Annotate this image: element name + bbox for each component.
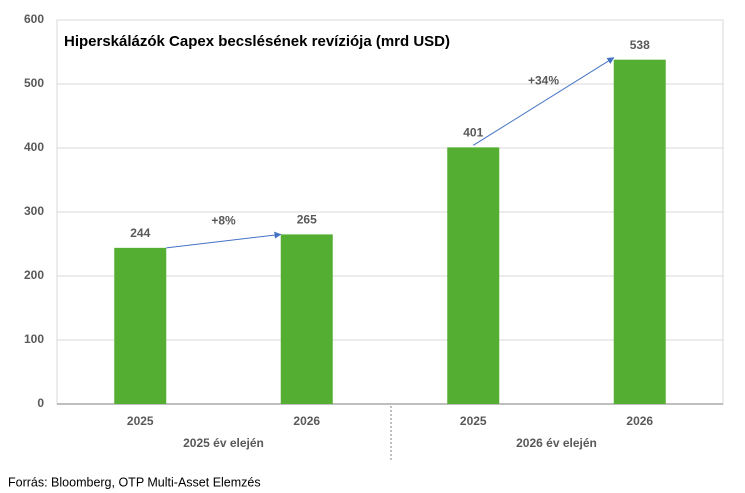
y-tick-label: 500: [24, 76, 44, 90]
bar: [280, 234, 333, 404]
y-tick-label: 100: [24, 332, 44, 346]
change-label: +34%: [528, 74, 559, 88]
y-tick-label: 0: [37, 396, 44, 410]
change-label: +8%: [211, 213, 236, 227]
data-label: 244: [130, 226, 150, 240]
x-tick-label: 2026: [626, 414, 653, 428]
group-label: 2026 év elején: [516, 436, 597, 450]
y-tick-label: 400: [24, 140, 44, 154]
source: Forrás: Bloomberg, OTP Multi-Asset Elemz…: [8, 475, 261, 489]
data-label: 401: [463, 126, 483, 140]
y-tick-label: 600: [24, 12, 44, 26]
x-tick-label: 2025: [460, 414, 487, 428]
x-tick-label: 2026: [293, 414, 320, 428]
data-label: 538: [630, 38, 650, 52]
data-label: 265: [297, 213, 317, 227]
bar: [613, 59, 666, 405]
bar: [114, 247, 167, 404]
change-arrow: [472, 57, 615, 146]
chart-title: Hiperskálázók Capex becslésének revíziój…: [64, 33, 450, 50]
bar: [447, 147, 500, 405]
group-label: 2025 év elején: [183, 436, 264, 450]
x-tick-label: 2025: [127, 414, 154, 428]
y-tick-label: 200: [24, 268, 44, 282]
y-tick-label: 300: [24, 204, 44, 218]
change-arrow: [166, 231, 282, 249]
